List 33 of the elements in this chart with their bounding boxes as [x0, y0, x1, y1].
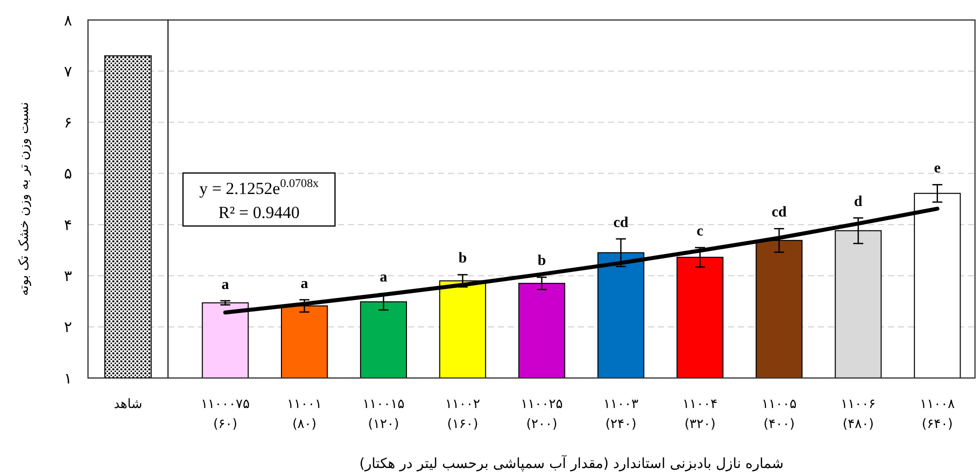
y-tick-label: ۵ — [64, 164, 72, 183]
y-tick-label: ۲ — [64, 318, 72, 336]
y-tick-label: ۳ — [64, 266, 72, 285]
x-tick-label: ۱۱۰۰۴ (۳۲۰) — [682, 397, 718, 432]
x-tick-label: شاهد — [114, 397, 142, 412]
annotation: cd — [772, 204, 788, 221]
y-tick-label: ۷ — [64, 62, 72, 80]
annotation: a — [300, 276, 309, 292]
annotation: y = 2.1252e$^{0.0708x}$ — [199, 176, 319, 198]
x-tick-label: ۱۱۰۰۸ (۶۴۰) — [920, 397, 955, 432]
annotation: cd — [613, 214, 630, 231]
annotation: d — [854, 194, 864, 210]
x-tick-label: ۱۱۰۰۱۵ (۱۲۰) — [362, 397, 404, 432]
annotation: e — [934, 160, 942, 177]
x-tick-label: ۱۱۰۰۵ (۴۰۰) — [762, 397, 797, 432]
x-tick-label: ۱۱۰۰۲ (۱۶۰) — [445, 397, 480, 432]
x-tick-label: ۱۱۰۰۰۷۵ (۶۰) — [200, 397, 250, 432]
annotation: R² = 0.9440 — [218, 203, 300, 222]
annotation: c — [696, 224, 704, 240]
x-tick-label: ۱۱۰۰۲۵ (۲۰۰) — [520, 397, 563, 432]
x-tick-label: ۱۱۰۰۶ (۴۸۰) — [840, 397, 876, 432]
y-tick-label: ۱ — [64, 369, 72, 388]
y-tick-label: ۴ — [64, 216, 72, 234]
annotation: a — [380, 270, 388, 286]
x-tick-label: ۱۱۰۰۱ (۸۰) — [286, 397, 322, 432]
y-tick-label: ۸ — [64, 11, 72, 30]
annotation: b — [538, 253, 546, 270]
y-axis-title: نسبت وزن تر به وزن خشک تک بوته — [17, 102, 32, 296]
y-tick-label: ۶ — [64, 114, 72, 132]
x-axis-title: شماره نازل بادبزنی استاندارد (مقدار آب سمپاشی برحسب لیتر در هکتار) — [359, 454, 784, 472]
annotation: a — [222, 276, 230, 293]
x-tick-label: ۱۱۰۰۳ (۲۴۰) — [603, 397, 638, 432]
annotation: b — [458, 250, 467, 267]
